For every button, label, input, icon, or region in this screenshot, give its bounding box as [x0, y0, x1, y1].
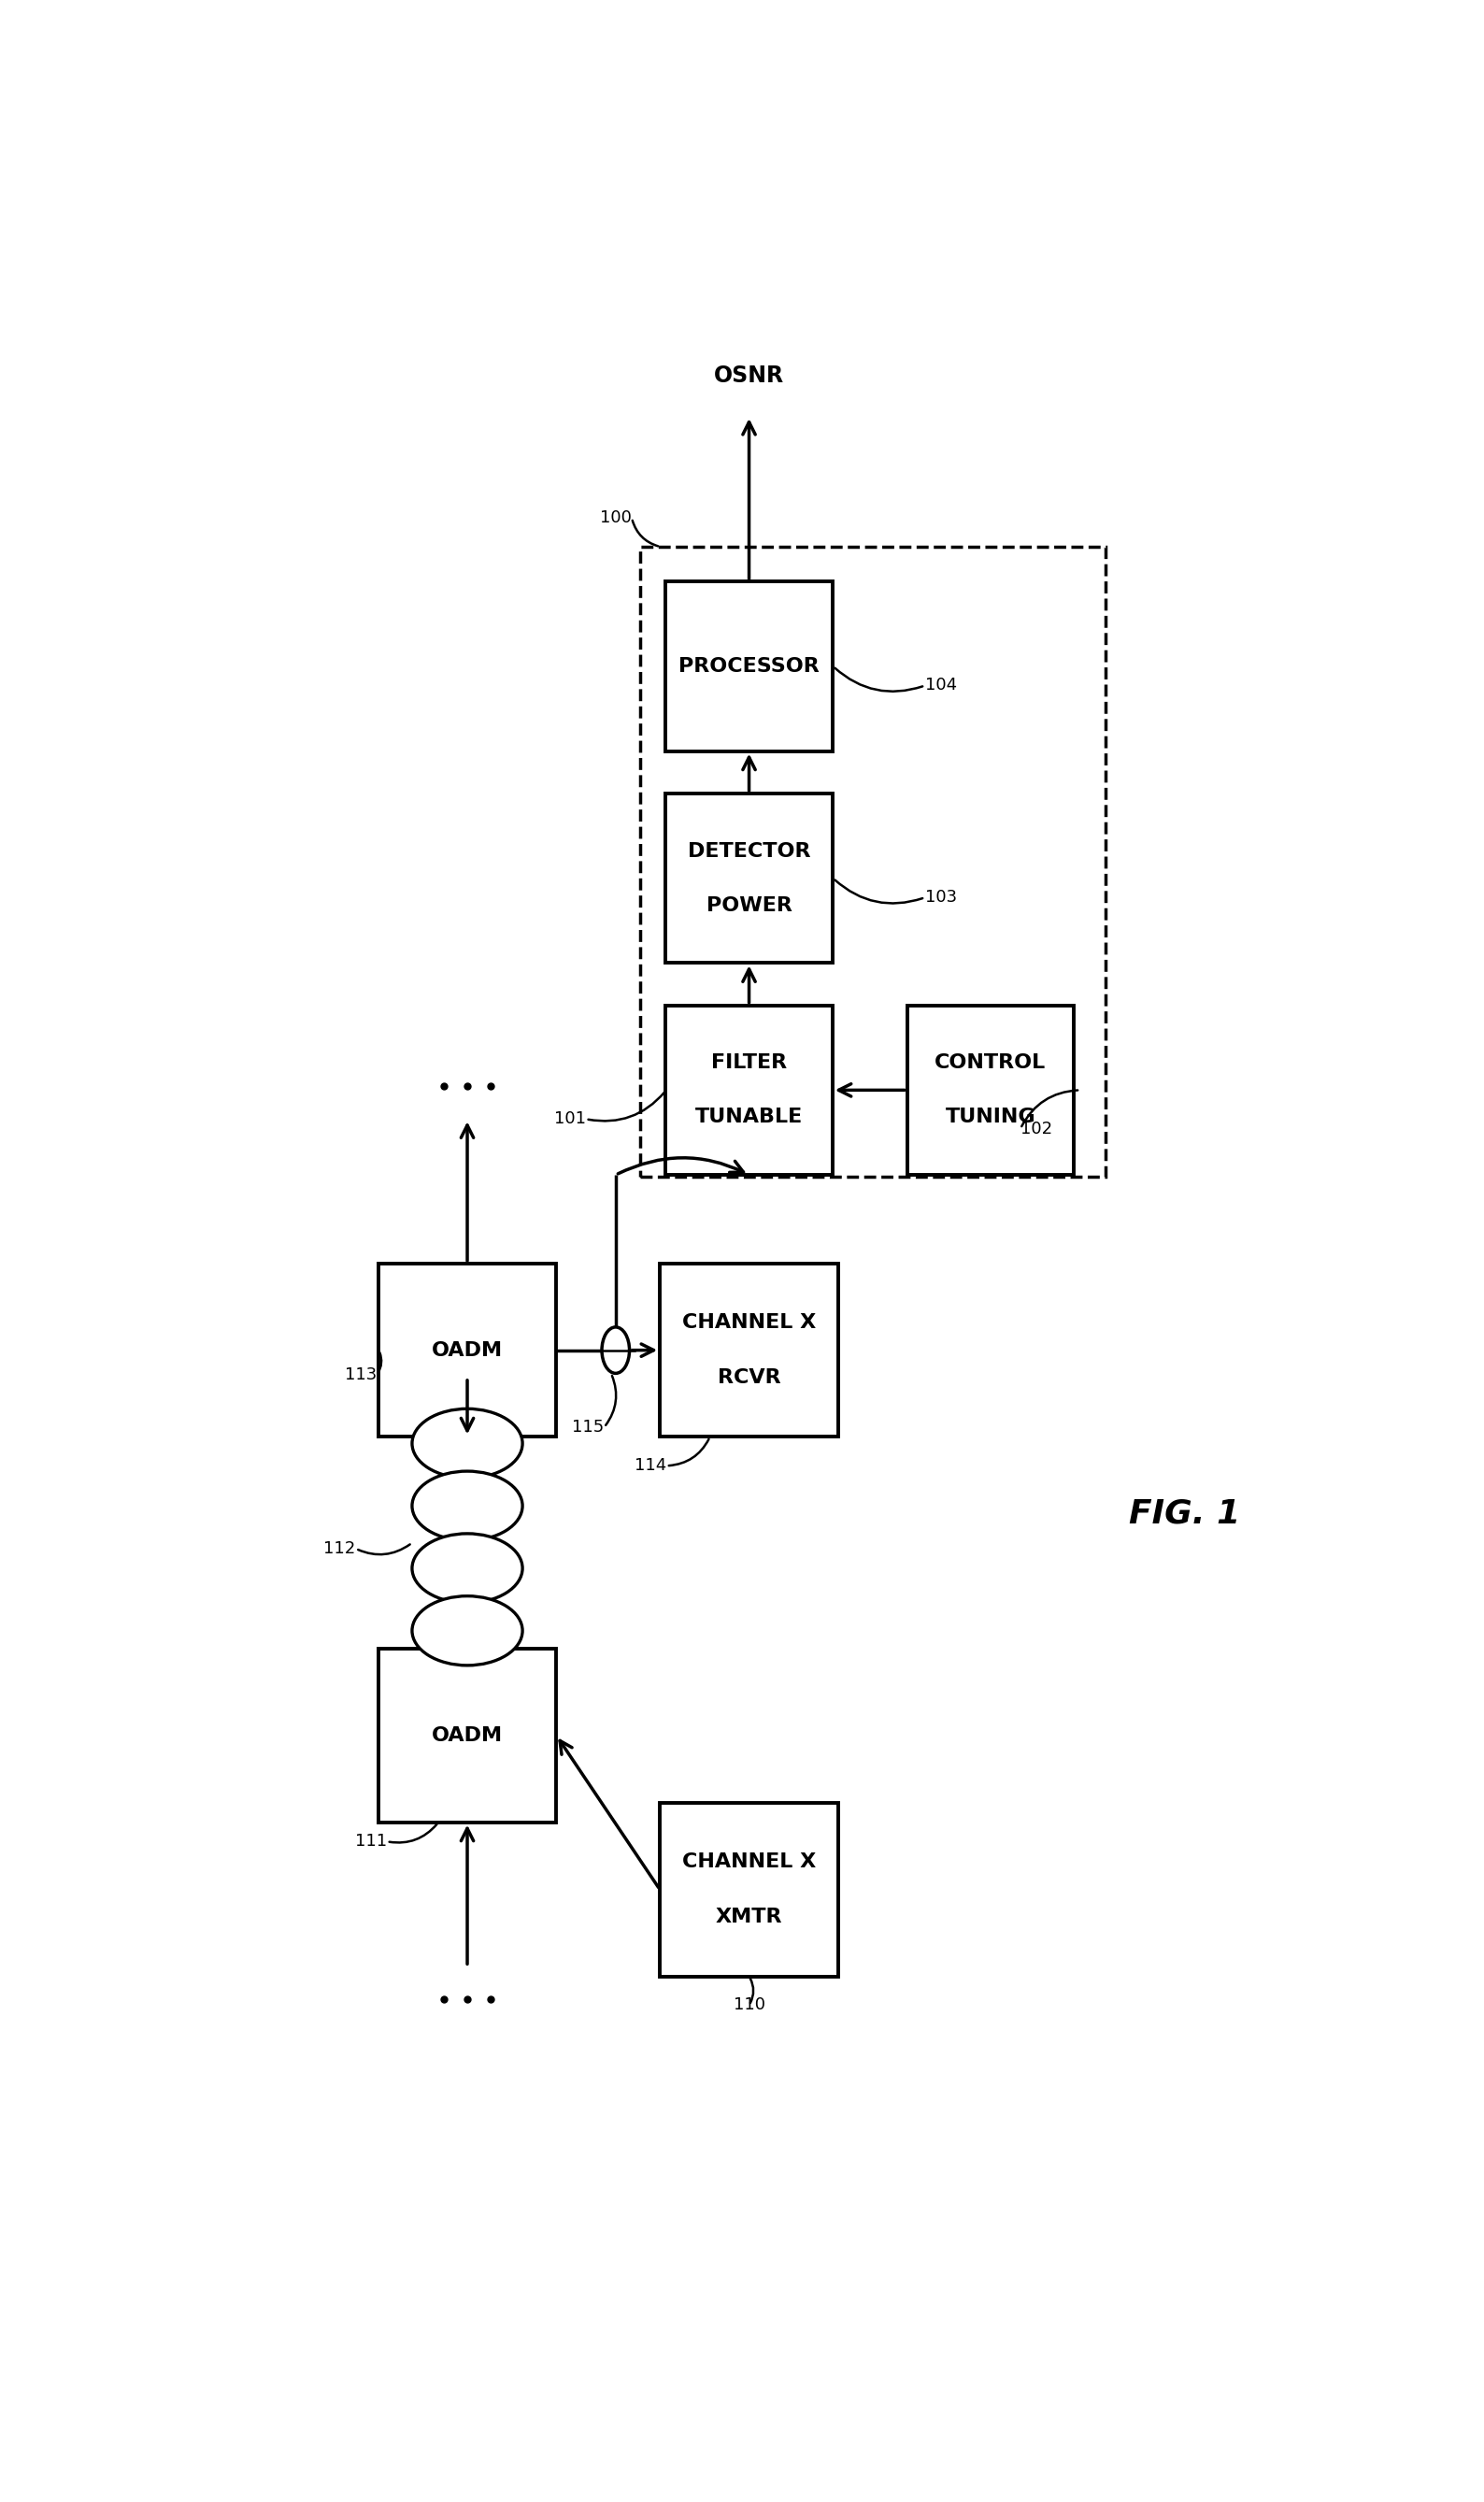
Text: OADM: OADM [432, 1726, 503, 1744]
Ellipse shape [413, 1409, 522, 1479]
Text: 102: 102 [1021, 1121, 1052, 1136]
Ellipse shape [413, 1534, 522, 1604]
Bar [666, 1006, 833, 1176]
Text: FIG. 1: FIG. 1 [1128, 1499, 1241, 1529]
Text: DETECTOR: DETECTOR [687, 841, 810, 861]
Bar [640, 548, 1106, 1176]
Text: 104: 104 [925, 678, 957, 693]
Bar [907, 1006, 1074, 1176]
Text: PROCESSOR: PROCESSOR [678, 658, 819, 676]
Text: POWER: POWER [706, 896, 792, 916]
Text: OADM: OADM [432, 1341, 503, 1359]
Circle shape [603, 1326, 629, 1374]
Text: TUNING: TUNING [945, 1108, 1036, 1126]
Bar [660, 1264, 838, 1436]
Text: 101: 101 [554, 1111, 586, 1128]
Bar [378, 1649, 556, 1821]
Text: 111: 111 [355, 1834, 387, 1849]
Text: 103: 103 [925, 888, 957, 906]
Ellipse shape [413, 1596, 522, 1666]
Bar [660, 1804, 838, 1977]
Text: 110: 110 [733, 1997, 764, 2014]
Text: CHANNEL X: CHANNEL X [683, 1851, 816, 1871]
Text: XMTR: XMTR [715, 1909, 782, 1927]
Text: TUNABLE: TUNABLE [695, 1108, 803, 1126]
Text: 115: 115 [573, 1419, 604, 1436]
Bar [378, 1264, 556, 1436]
Text: CONTROL: CONTROL [935, 1053, 1046, 1073]
Ellipse shape [413, 1471, 522, 1541]
Text: 112: 112 [324, 1541, 356, 1556]
Text: RCVR: RCVR [717, 1369, 781, 1386]
Bar [666, 793, 833, 963]
Text: 100: 100 [600, 510, 632, 525]
Text: CHANNEL X: CHANNEL X [683, 1314, 816, 1331]
Text: 114: 114 [634, 1456, 666, 1474]
Text: OSNR: OSNR [714, 365, 784, 388]
Text: 113: 113 [344, 1366, 377, 1384]
Text: FILTER: FILTER [711, 1053, 787, 1073]
Bar [666, 580, 833, 751]
